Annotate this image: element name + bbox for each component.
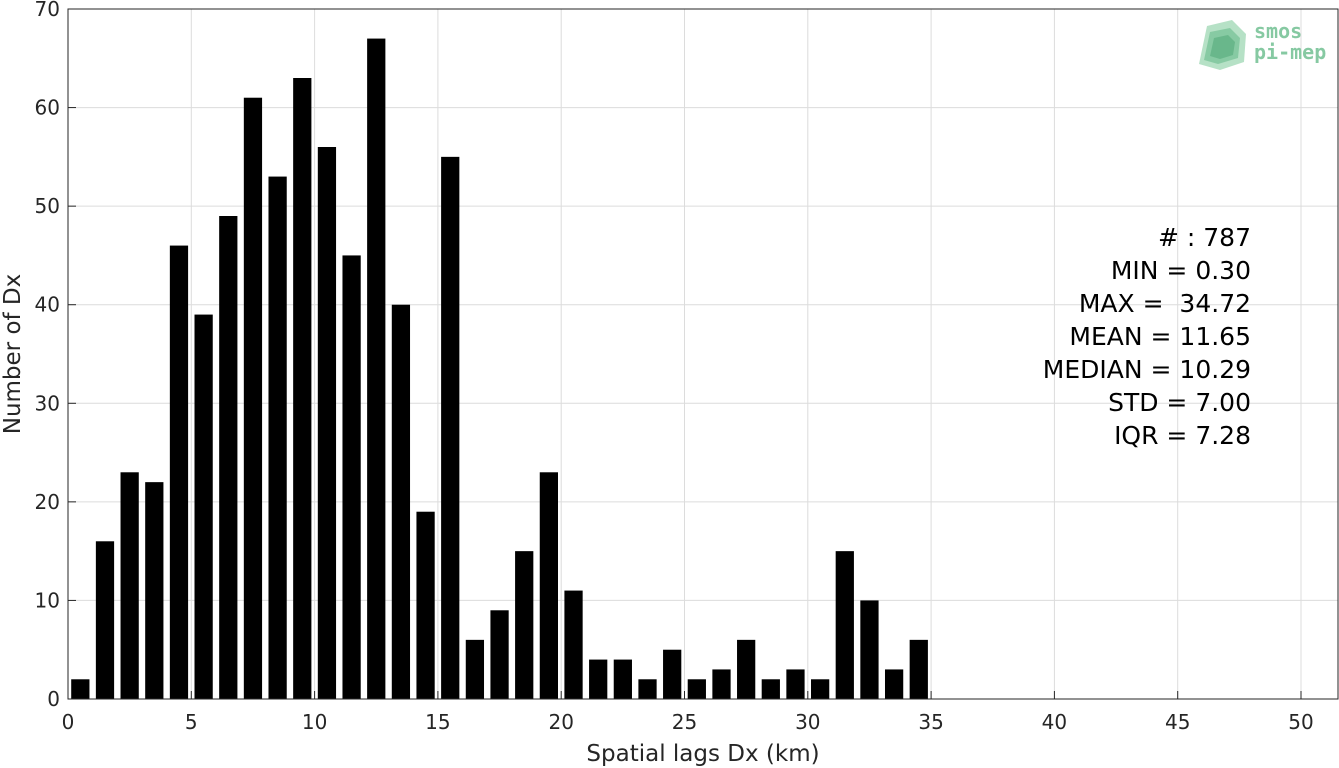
x-tick-label: 45 — [1165, 710, 1190, 734]
bar — [909, 639, 928, 699]
bar — [712, 669, 731, 699]
y-tick-label: 70 — [35, 0, 60, 21]
bar — [293, 78, 312, 699]
bar — [145, 482, 164, 699]
bars — [71, 38, 928, 700]
y-tick-label: 10 — [35, 588, 60, 612]
bar — [268, 176, 287, 700]
plot-frame — [67, 8, 1339, 700]
bar — [564, 590, 583, 699]
bar — [194, 314, 213, 699]
x-tick-label: 20 — [548, 710, 573, 734]
bar — [761, 679, 780, 699]
bar — [638, 679, 657, 699]
bar — [737, 639, 756, 699]
bar — [391, 304, 411, 699]
bar — [317, 147, 337, 699]
x-axis-title: Spatial lags Dx (km) — [586, 741, 819, 767]
logo-text-smos: smos — [1254, 19, 1302, 43]
bar — [342, 255, 361, 699]
logo: smos pi-mep — [1199, 19, 1326, 70]
y-tick-label: 20 — [35, 490, 60, 514]
stats-line: MAX = 34.72 — [1079, 289, 1251, 318]
x-tick-label: 25 — [672, 710, 697, 734]
bar — [515, 551, 534, 699]
bar — [243, 97, 263, 699]
bar — [169, 245, 189, 700]
x-tick-label: 10 — [302, 710, 327, 734]
bar — [860, 600, 879, 699]
y-tick-labels: 0 10 20 30 40 50 60 70 — [35, 0, 76, 711]
bar — [367, 38, 386, 700]
logo-text-pimep: pi-mep — [1254, 40, 1326, 64]
bar — [465, 639, 485, 699]
y-tick-label: 40 — [35, 293, 60, 317]
bar — [811, 679, 830, 699]
x-tick-label: 5 — [185, 710, 198, 734]
bar — [441, 156, 460, 699]
bar — [884, 669, 904, 699]
stats-line: MEDIAN = 10.29 — [1043, 355, 1251, 384]
bar — [219, 216, 238, 699]
y-tick-label: 0 — [47, 687, 60, 711]
logo-mark-icon — [1199, 20, 1246, 70]
bar — [71, 679, 90, 699]
x-tick-label: 50 — [1288, 710, 1313, 734]
y-tick-label: 60 — [35, 96, 60, 120]
bar — [663, 649, 682, 699]
bar — [95, 541, 115, 699]
bar — [589, 659, 608, 699]
grid-lines — [68, 9, 1338, 699]
x-tick-label: 0 — [62, 710, 75, 734]
y-tick-label: 30 — [35, 391, 60, 415]
stats-box: # : 787 MIN = 0.30 MAX = 34.72 MEAN = 11.65… — [1043, 223, 1251, 450]
stats-line: MIN = 0.30 — [1111, 256, 1251, 285]
stats-line: IQR = 7.28 — [1114, 421, 1251, 450]
x-tick-label: 40 — [1042, 710, 1067, 734]
stats-line: MEAN = 11.65 — [1069, 322, 1251, 351]
bar — [539, 472, 558, 699]
bar — [490, 610, 509, 699]
bar — [613, 659, 632, 699]
stats-line: STD = 7.00 — [1108, 388, 1251, 417]
bar — [416, 511, 435, 699]
bar — [786, 669, 805, 699]
x-tick-label: 15 — [425, 710, 450, 734]
y-tick-label: 50 — [35, 194, 60, 218]
x-tick-labels: 0 5 10 15 20 25 30 35 40 45 50 — [62, 691, 1314, 734]
x-tick-label: 35 — [918, 710, 943, 734]
bar — [687, 679, 706, 699]
x-tick-label: 30 — [795, 710, 820, 734]
y-axis-title: Number of Dx — [0, 274, 26, 435]
bar — [120, 472, 139, 699]
bar — [835, 551, 854, 699]
stats-line: # : 787 — [1158, 223, 1251, 252]
